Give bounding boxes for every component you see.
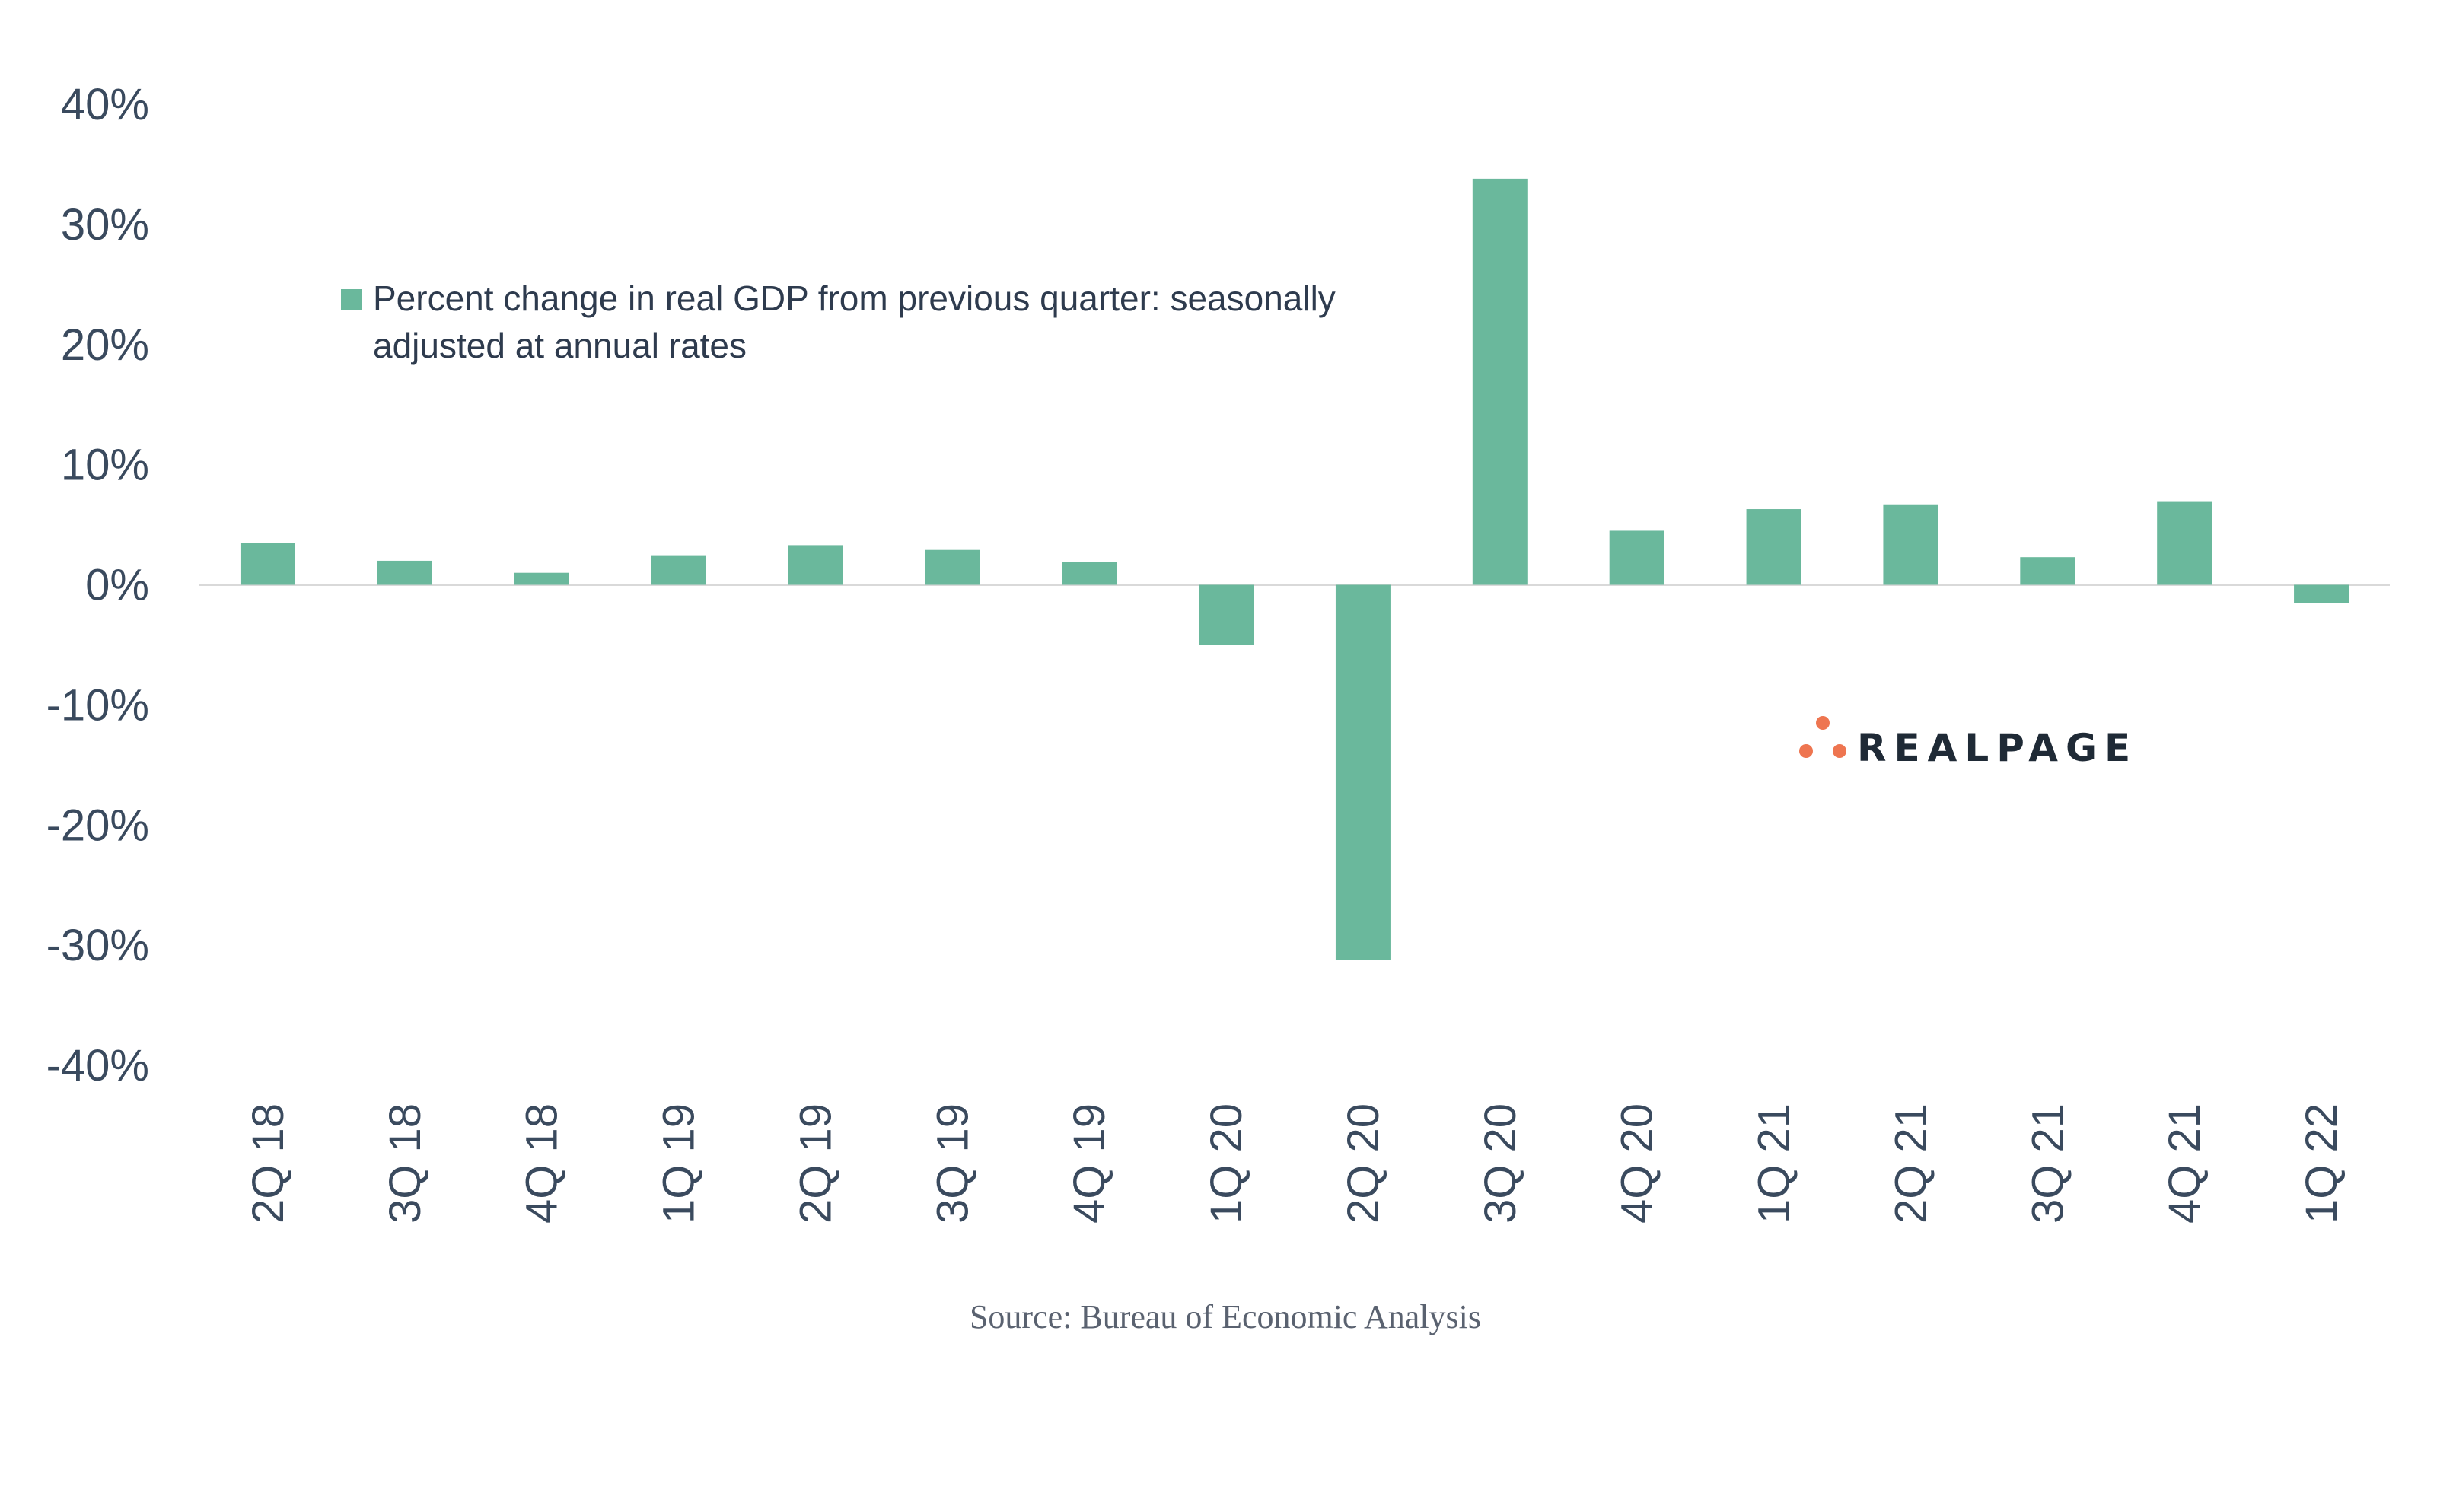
y-tick-label: -10%: [46, 680, 149, 730]
bar-2q-20: [1335, 584, 1391, 960]
bar-2q-21: [1883, 504, 1938, 585]
logo-dot-top: [1816, 716, 1830, 730]
source-note: Source: Bureau of Economic Analysis: [970, 1298, 1481, 1335]
y-tick-label: 0%: [85, 561, 149, 610]
bar-1q-22: [2294, 584, 2349, 603]
x-tick-label: 1Q 20: [1202, 1103, 1251, 1224]
legend-label-line2: adjusted at annual rates: [373, 326, 747, 365]
x-tick-label: 2Q 20: [1339, 1103, 1388, 1224]
x-tick-label: 4Q 18: [518, 1103, 567, 1224]
logo-dot-right: [1833, 744, 1846, 758]
bar-1q-21: [1746, 509, 1801, 585]
bar-4q-20: [1609, 530, 1664, 585]
bar-4q-18: [514, 572, 569, 585]
bars: [240, 178, 2349, 960]
x-tick-label: 1Q 19: [655, 1103, 704, 1224]
x-tick-label: 4Q 20: [1613, 1103, 1662, 1224]
x-tick-label: 2Q 21: [1886, 1103, 1935, 1224]
x-tick-label: 4Q 19: [1065, 1103, 1114, 1224]
bar-2q-18: [240, 543, 295, 585]
bar-4q-21: [2157, 501, 2212, 585]
bar-1q-19: [651, 555, 706, 585]
bar-3q-21: [2020, 557, 2075, 585]
y-tick-label: 10%: [61, 441, 149, 490]
x-tick-label: 2Q 19: [791, 1103, 840, 1224]
logo-dot-left: [1799, 744, 1813, 758]
y-tick-label: -40%: [46, 1041, 149, 1090]
y-axis-ticks: 40% 30% 20% 10% 0% -10% -20% -30% -40%: [46, 80, 149, 1090]
x-tick-label: 3Q 19: [928, 1103, 977, 1224]
x-tick-label: 2Q 18: [244, 1103, 293, 1224]
bar-3q-19: [925, 549, 980, 585]
y-tick-label: 40%: [61, 80, 149, 129]
realpage-logo: REALPAGE: [1799, 716, 2138, 770]
x-axis-ticks: 2Q 18 3Q 18 4Q 18 1Q 19 2Q 19 3Q 19 4Q 19 1Q 20…: [244, 1103, 2346, 1224]
y-tick-label: 20%: [61, 320, 149, 370]
x-tick-label: 1Q 22: [2297, 1103, 2346, 1224]
bar-1q-20: [1199, 584, 1254, 645]
legend-label-line1: Percent change in real GDP from previous…: [373, 279, 1336, 318]
y-tick-label: -30%: [46, 921, 149, 970]
x-tick-label: 3Q 18: [381, 1103, 430, 1224]
bar-3q-18: [377, 560, 432, 585]
bar-4q-19: [1062, 562, 1117, 585]
logo-wordmark: REALPAGE: [1857, 726, 2138, 770]
x-tick-label: 3Q 20: [1476, 1103, 1525, 1224]
y-tick-label: 30%: [61, 200, 149, 250]
legend: Percent change in real GDP from previous…: [341, 279, 1336, 365]
bar-2q-19: [788, 545, 843, 585]
x-tick-label: 3Q 21: [2023, 1103, 2072, 1224]
y-tick-label: -20%: [46, 801, 149, 850]
bar-3q-20: [1472, 178, 1528, 585]
legend-swatch: [341, 289, 362, 310]
x-tick-label: 1Q 21: [1750, 1103, 1799, 1224]
x-tick-label: 4Q 21: [2160, 1103, 2209, 1224]
